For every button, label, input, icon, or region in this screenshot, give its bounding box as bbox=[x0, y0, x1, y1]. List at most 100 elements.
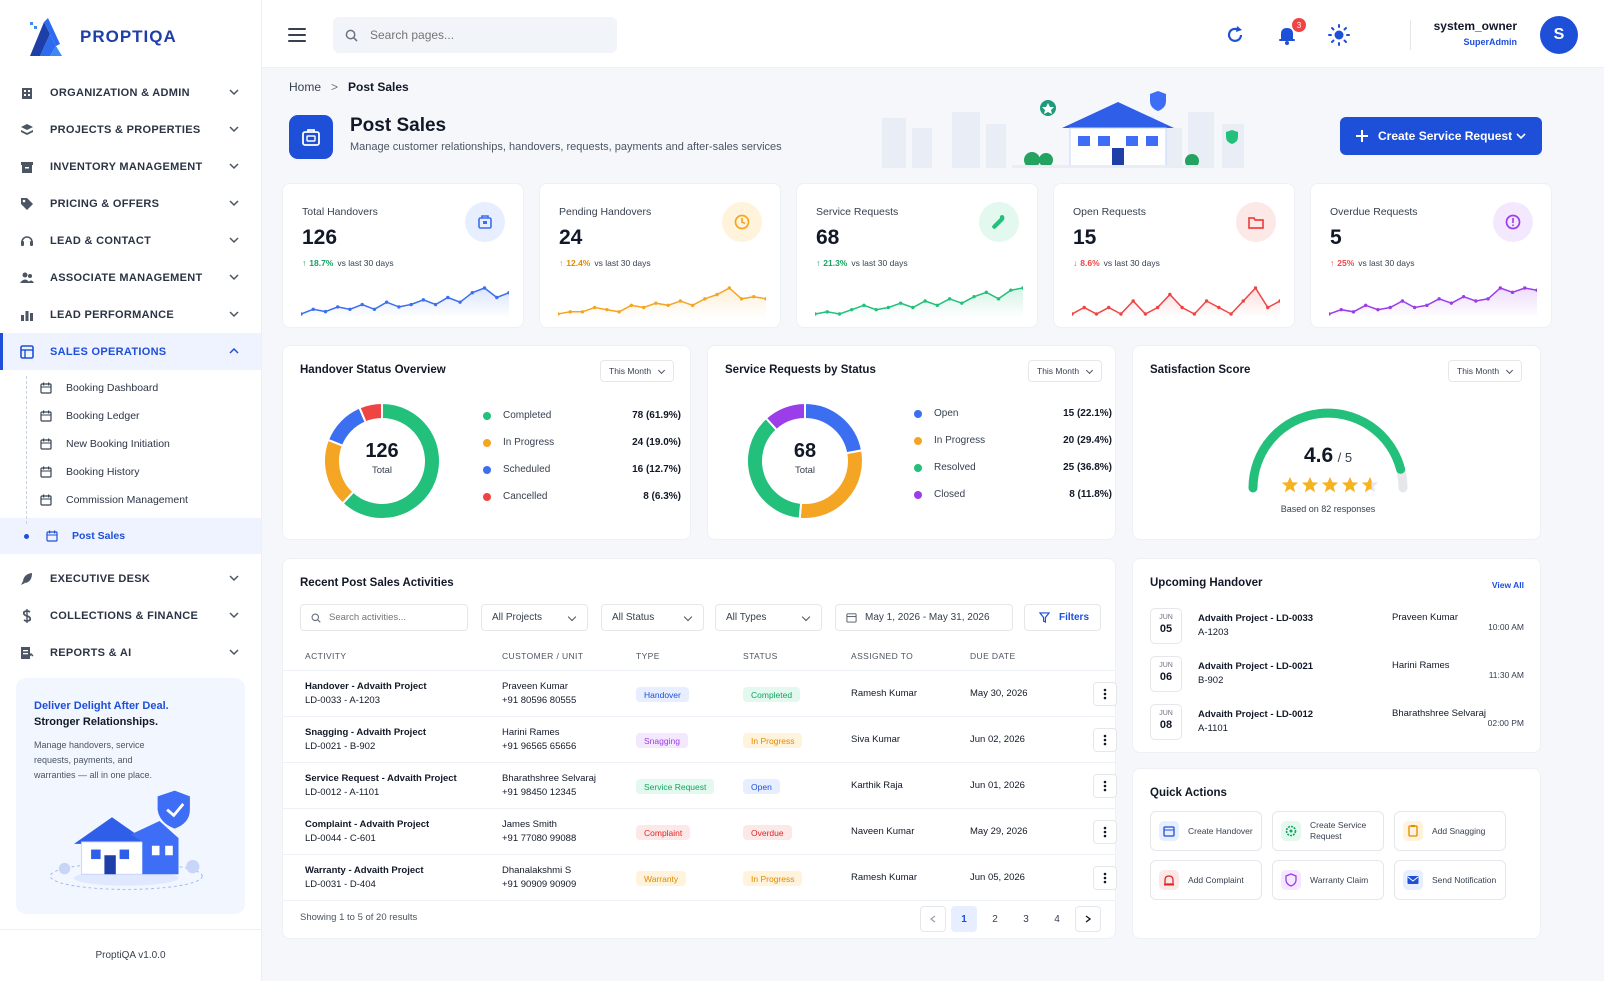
handover-details: Advaith Project - LD-0033 A-1203 bbox=[1198, 612, 1313, 640]
handover-time: 11:30 AM bbox=[1488, 670, 1524, 680]
types-filter-select[interactable]: All Types bbox=[715, 604, 822, 631]
building-bag-icon bbox=[478, 215, 492, 229]
filters-button[interactable]: Filters bbox=[1024, 604, 1101, 631]
avatar[interactable]: S bbox=[1540, 16, 1578, 54]
nav-pricing-offers[interactable]: PRICING & OFFERS bbox=[0, 185, 261, 222]
row-actions-button[interactable] bbox=[1093, 820, 1117, 844]
table-row[interactable]: Complaint - Advaith Project LD-0044 - C-6… bbox=[283, 809, 1117, 855]
nav-reports-ai[interactable]: REPORTS & AI bbox=[0, 634, 261, 671]
handshake-bag-icon bbox=[302, 129, 320, 146]
subnav-booking-dashboard[interactable]: Booking Dashboard bbox=[0, 374, 261, 402]
pagination-page[interactable]: 3 bbox=[1023, 913, 1029, 925]
kpi-trend: ↑ 25% vs last 30 days bbox=[1330, 258, 1415, 268]
subnav-booking-ledger[interactable]: Booking Ledger bbox=[0, 402, 261, 430]
legend-value: 15 (22.1%) bbox=[1063, 408, 1112, 419]
sparkline-line bbox=[301, 287, 509, 315]
notifications-button[interactable]: 3 bbox=[1276, 18, 1306, 46]
quick-action-warranty-claim[interactable]: Warranty Claim bbox=[1272, 860, 1384, 900]
quick-action-add-snagging[interactable]: Add Snagging bbox=[1394, 811, 1506, 851]
pagination-page[interactable]: 2 bbox=[992, 913, 998, 925]
row-actions-button[interactable] bbox=[1093, 774, 1117, 798]
type-badge: Service Request bbox=[636, 779, 715, 794]
date-range-picker[interactable]: May 1, 2026 - May 31, 2026 bbox=[835, 604, 1013, 631]
sparkline-point bbox=[1412, 305, 1417, 310]
kpi-value: 15 bbox=[1073, 226, 1097, 249]
table-row[interactable]: Handover - Advaith Project LD-0033 - A-12… bbox=[283, 671, 1117, 717]
subnav-post-sales[interactable]: Post Sales bbox=[0, 518, 261, 554]
sparkline-point bbox=[311, 307, 315, 311]
wrench-icon bbox=[992, 215, 1005, 229]
activities-search-input[interactable] bbox=[329, 612, 459, 623]
upcoming-handover-item[interactable]: JUN 06 Advaith Project - LD-0021 B-902 Harin… bbox=[1150, 656, 1524, 696]
legend-label: Completed bbox=[503, 410, 552, 421]
kpi-change: 12.4% bbox=[566, 258, 591, 268]
sparkline-point bbox=[593, 305, 597, 310]
quick-action-create-handover[interactable]: Create Handover bbox=[1150, 811, 1262, 851]
quick-action-create-service-request[interactable]: Create Service Request bbox=[1272, 811, 1384, 851]
subnav-commission-management[interactable]: Commission Management bbox=[0, 486, 261, 514]
nav-projects-properties[interactable]: PROJECTS & PROPERTIES bbox=[0, 111, 261, 148]
status-badge: In Progress bbox=[743, 733, 803, 748]
page-search[interactable] bbox=[333, 17, 617, 53]
legend-item: Open 15 (22.1%) bbox=[914, 400, 1112, 427]
brand-logo[interactable]: PROPTIQA bbox=[0, 0, 261, 74]
subnav-new-booking-initiation[interactable]: New Booking Initiation bbox=[0, 430, 261, 458]
upcoming-handover-item[interactable]: JUN 08 Advaith Project - LD-0012 A-1101 Bhar… bbox=[1150, 704, 1524, 744]
projects-filter-select[interactable]: All Projects bbox=[481, 604, 588, 631]
dollar-icon bbox=[20, 608, 34, 623]
promo-subheadline: Stronger Relationships. bbox=[34, 716, 159, 728]
arrow-up-icon: ↑ bbox=[559, 258, 564, 268]
customer-name: Praveen Kumar bbox=[502, 681, 569, 692]
sparkline-point bbox=[1072, 312, 1074, 316]
nav-associate-management[interactable]: ASSOCIATE MANAGEMENT bbox=[0, 259, 261, 296]
row-actions-button[interactable] bbox=[1093, 682, 1117, 706]
nav-organization-admin[interactable]: ORGANIZATION & ADMIN bbox=[0, 74, 261, 111]
upcoming-handover-item[interactable]: JUN 05 Advaith Project - LD-0033 A-1203 Prav… bbox=[1150, 608, 1524, 648]
shield-icon bbox=[1281, 870, 1301, 890]
legend-dot bbox=[914, 490, 922, 499]
nav-lead-performance[interactable]: LEAD PERFORMANCE bbox=[0, 296, 261, 333]
nav-executive-desk[interactable]: EXECUTIVE DESK bbox=[0, 560, 261, 597]
theme-toggle-sun-icon[interactable] bbox=[1328, 24, 1350, 46]
nav-collections-finance[interactable]: COLLECTIONS & FINANCE bbox=[0, 597, 261, 634]
status-filter-select[interactable]: All Status bbox=[601, 604, 704, 631]
service-period-dropdown[interactable]: This Month bbox=[1028, 360, 1103, 382]
quick-action-add-complaint[interactable]: Add Complaint bbox=[1150, 860, 1262, 900]
activities-search[interactable] bbox=[300, 604, 468, 631]
hamburger-menu-icon[interactable] bbox=[288, 27, 308, 43]
table-row[interactable]: Snagging - Advaith Project LD-0021 - B-90… bbox=[283, 717, 1117, 763]
sparkline-point bbox=[1229, 312, 1233, 316]
pagination-next-button[interactable] bbox=[1075, 906, 1101, 932]
due-date: Jun 02, 2026 bbox=[970, 734, 1025, 745]
clock-icon bbox=[734, 214, 750, 230]
pagination-page[interactable]: 4 bbox=[1054, 913, 1060, 925]
search-input[interactable] bbox=[370, 28, 590, 42]
kpi-icon-badge bbox=[979, 202, 1019, 242]
handover-period-dropdown[interactable]: This Month bbox=[600, 360, 675, 382]
customer-name: Dhanalakshmi S bbox=[502, 865, 572, 876]
topbar-divider bbox=[1410, 20, 1411, 50]
sparkline-point bbox=[1107, 305, 1111, 310]
satisfaction-period-dropdown[interactable]: This Month bbox=[1448, 360, 1523, 382]
row-actions-button[interactable] bbox=[1093, 728, 1117, 752]
donut-slice-closed bbox=[764, 401, 806, 432]
nav-sales-operations[interactable]: SALES OPERATIONS bbox=[0, 333, 261, 370]
breadcrumb-home[interactable]: Home bbox=[289, 80, 322, 94]
nav-lead-contact[interactable]: LEAD & CONTACT bbox=[0, 222, 261, 259]
view-all-link[interactable]: View All bbox=[1491, 580, 1524, 590]
handover-unit: B-902 bbox=[1198, 675, 1224, 686]
table-row[interactable]: Service Request - Advaith Project LD-0012… bbox=[283, 763, 1117, 809]
subnav-booking-history[interactable]: Booking History bbox=[0, 458, 261, 486]
legend-label: Open bbox=[934, 408, 959, 419]
notification-count-badge: 3 bbox=[1292, 18, 1306, 32]
quick-action-send-notification[interactable]: Send Notification bbox=[1394, 860, 1506, 900]
refresh-icon[interactable] bbox=[1224, 24, 1246, 46]
pagination-prev-button[interactable] bbox=[920, 906, 946, 932]
nav-inventory-management[interactable]: INVENTORY MANAGEMENT bbox=[0, 148, 261, 185]
pagination-page[interactable]: 1 bbox=[951, 906, 977, 932]
sparkline-point bbox=[1082, 305, 1086, 310]
table-row[interactable]: Warranty - Advaith Project LD-0031 - D-40… bbox=[283, 855, 1117, 901]
row-actions-button[interactable] bbox=[1093, 866, 1117, 890]
user-info[interactable]: system_owner SuperAdmin bbox=[1377, 19, 1517, 47]
create-service-request-button[interactable]: Create Service Request bbox=[1340, 117, 1542, 155]
